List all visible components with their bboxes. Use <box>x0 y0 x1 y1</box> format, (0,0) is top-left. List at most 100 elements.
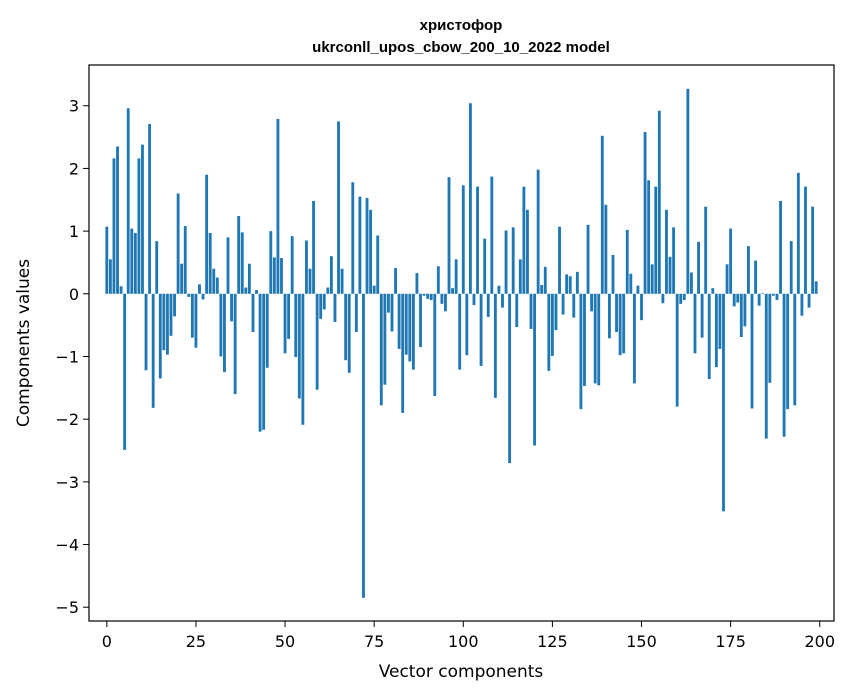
bar <box>290 236 294 294</box>
bar <box>550 293 554 356</box>
bar <box>137 158 141 294</box>
bar <box>333 293 337 322</box>
bar <box>476 186 479 294</box>
bar <box>672 227 676 294</box>
bar <box>233 293 237 395</box>
bar <box>166 293 169 355</box>
bar <box>796 172 800 294</box>
bar <box>736 293 740 303</box>
bar <box>180 263 184 294</box>
bar <box>775 293 779 301</box>
bar <box>319 293 323 319</box>
bar <box>354 293 358 333</box>
bar <box>201 293 205 300</box>
bar <box>793 293 797 406</box>
bar <box>522 186 526 294</box>
bar <box>771 293 775 296</box>
bar <box>451 288 455 294</box>
bar <box>615 293 618 333</box>
bar <box>265 293 269 368</box>
bar <box>387 293 390 313</box>
bar <box>244 287 248 294</box>
bar <box>301 293 305 425</box>
bar <box>116 146 119 294</box>
bar <box>761 293 765 294</box>
bar <box>208 232 212 294</box>
bar <box>700 293 704 338</box>
bar <box>440 293 444 304</box>
bar <box>779 201 782 294</box>
bar <box>622 293 626 354</box>
bar <box>465 293 469 356</box>
bar <box>194 293 198 348</box>
bar <box>454 259 458 294</box>
bar <box>133 232 137 294</box>
bar <box>297 293 301 399</box>
bar <box>750 293 754 409</box>
bar <box>600 135 604 294</box>
bar <box>258 293 262 432</box>
bar <box>326 287 330 294</box>
bar <box>112 158 116 294</box>
bar <box>647 180 651 294</box>
bar <box>444 293 447 312</box>
bar <box>105 226 109 294</box>
bar <box>351 182 355 294</box>
bar <box>536 169 540 294</box>
bar <box>575 271 579 294</box>
bar <box>608 293 611 339</box>
bar <box>807 293 811 308</box>
bar <box>632 293 636 384</box>
bar <box>376 235 380 294</box>
bar <box>654 186 658 294</box>
bar <box>280 258 283 294</box>
x-tick-label: 100 <box>448 632 479 651</box>
bar <box>187 293 191 297</box>
x-tick-label: 25 <box>186 632 206 651</box>
bar <box>215 277 219 294</box>
bar <box>800 293 804 316</box>
bar <box>144 293 148 371</box>
bar <box>269 231 273 294</box>
bar <box>308 268 312 294</box>
bar <box>226 237 230 294</box>
bar <box>739 293 743 338</box>
bar <box>408 293 412 362</box>
bar <box>583 293 586 386</box>
bar <box>604 204 608 294</box>
x-axis: 0 25 50 75 100 125 150 175 200 <box>102 621 835 651</box>
bar <box>315 293 319 390</box>
bar <box>704 206 708 294</box>
bar <box>397 293 401 349</box>
y-tick-label: −5 <box>55 598 79 617</box>
bar <box>707 293 711 380</box>
x-tick-label: 0 <box>102 632 112 651</box>
bar <box>508 293 512 464</box>
bar <box>347 293 351 373</box>
x-tick-label: 200 <box>804 632 835 651</box>
bar <box>533 293 536 446</box>
bar <box>372 285 376 294</box>
bar <box>479 293 483 366</box>
y-tick-label: 2 <box>69 159 79 178</box>
bar <box>429 293 433 301</box>
bar <box>697 241 700 294</box>
bar <box>119 286 123 294</box>
bar <box>283 293 287 354</box>
plot-frame <box>88 64 835 622</box>
bar <box>682 293 686 301</box>
bar <box>151 293 155 408</box>
bar <box>362 293 365 598</box>
bar <box>590 293 594 312</box>
x-tick-label: 125 <box>537 632 568 651</box>
bar <box>390 293 394 332</box>
bar <box>518 259 522 294</box>
bar <box>686 88 690 294</box>
bar <box>255 290 258 294</box>
bar <box>764 293 768 439</box>
bar <box>158 293 162 379</box>
bar <box>579 293 583 410</box>
bar <box>247 263 251 294</box>
bar <box>262 293 266 430</box>
